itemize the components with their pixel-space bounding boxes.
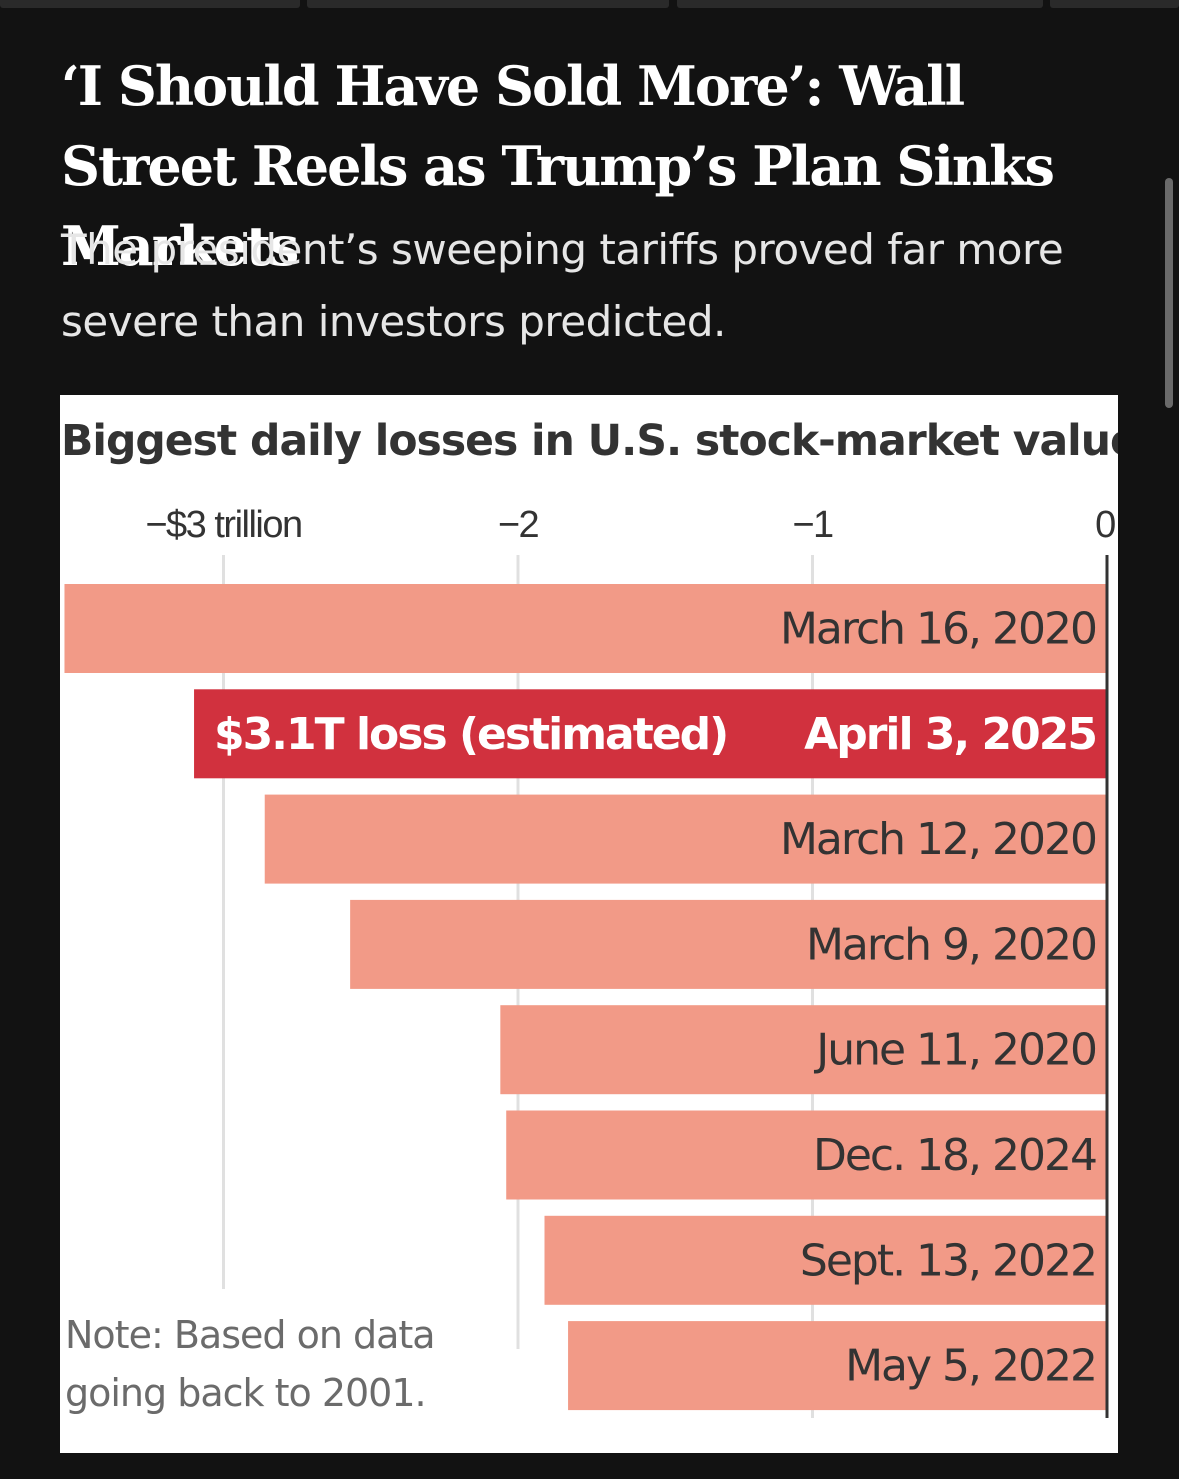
browser-tab[interactable] — [677, 0, 1043, 8]
bar — [506, 1110, 1108, 1200]
x-tick-label: −2 — [498, 504, 539, 546]
bar-category-label: March 12, 2020 — [780, 814, 1096, 865]
chart-title: Biggest daily losses in U.S. stock-marke… — [61, 417, 1118, 466]
bars: March 16, 2020 April 3, 2025 $3.1T loss (e… — [64, 584, 1108, 1411]
bar-category-label: March 9, 2020 — [806, 919, 1096, 970]
chart-card: Biggest daily losses in U.S. stock-marke… — [60, 395, 1118, 1453]
bar-value-label: $3.1T loss (estimated) — [214, 709, 727, 760]
chart-note-line-1: Note: Based on data — [65, 1313, 435, 1357]
bar — [500, 1005, 1108, 1095]
bar-category-label: Dec. 18, 2024 — [813, 1130, 1096, 1181]
browser-tab-strip — [0, 0, 1179, 8]
chart-note-line-2: going back to 2001. — [65, 1371, 426, 1415]
bar — [264, 794, 1107, 884]
browser-tab[interactable] — [1050, 0, 1179, 8]
article-dek: The president’s sweeping tariffs proved … — [61, 225, 1064, 346]
browser-tab[interactable] — [0, 0, 300, 8]
article-headline: ‘I Should Have Sold More’: Wall Street R… — [61, 54, 1055, 278]
bar-category-label: May 5, 2022 — [845, 1341, 1096, 1392]
browser-tab[interactable] — [307, 0, 669, 8]
bar — [350, 899, 1107, 989]
bar-chart: Biggest daily losses in U.S. stock-marke… — [61, 417, 1118, 1418]
bar — [64, 584, 1108, 673]
x-tick-label: −$3 trillion — [145, 504, 301, 546]
bar-category-label: April 3, 2025 — [804, 709, 1096, 760]
bar-category-label: Sept. 13, 2022 — [800, 1235, 1096, 1286]
x-tick-label: −1 — [792, 504, 833, 546]
bar-category-label: June 11, 2020 — [813, 1025, 1096, 1076]
x-tick-label: 0 — [1095, 504, 1115, 546]
x-axis-ticks: −$3 trillion −2 −1 0 — [145, 504, 1116, 546]
bar — [568, 1321, 1107, 1411]
bar-category-label: March 16, 2020 — [780, 604, 1096, 655]
bar-highlighted — [194, 689, 1108, 779]
bar — [544, 1215, 1107, 1305]
scrollbar[interactable] — [1165, 178, 1173, 408]
